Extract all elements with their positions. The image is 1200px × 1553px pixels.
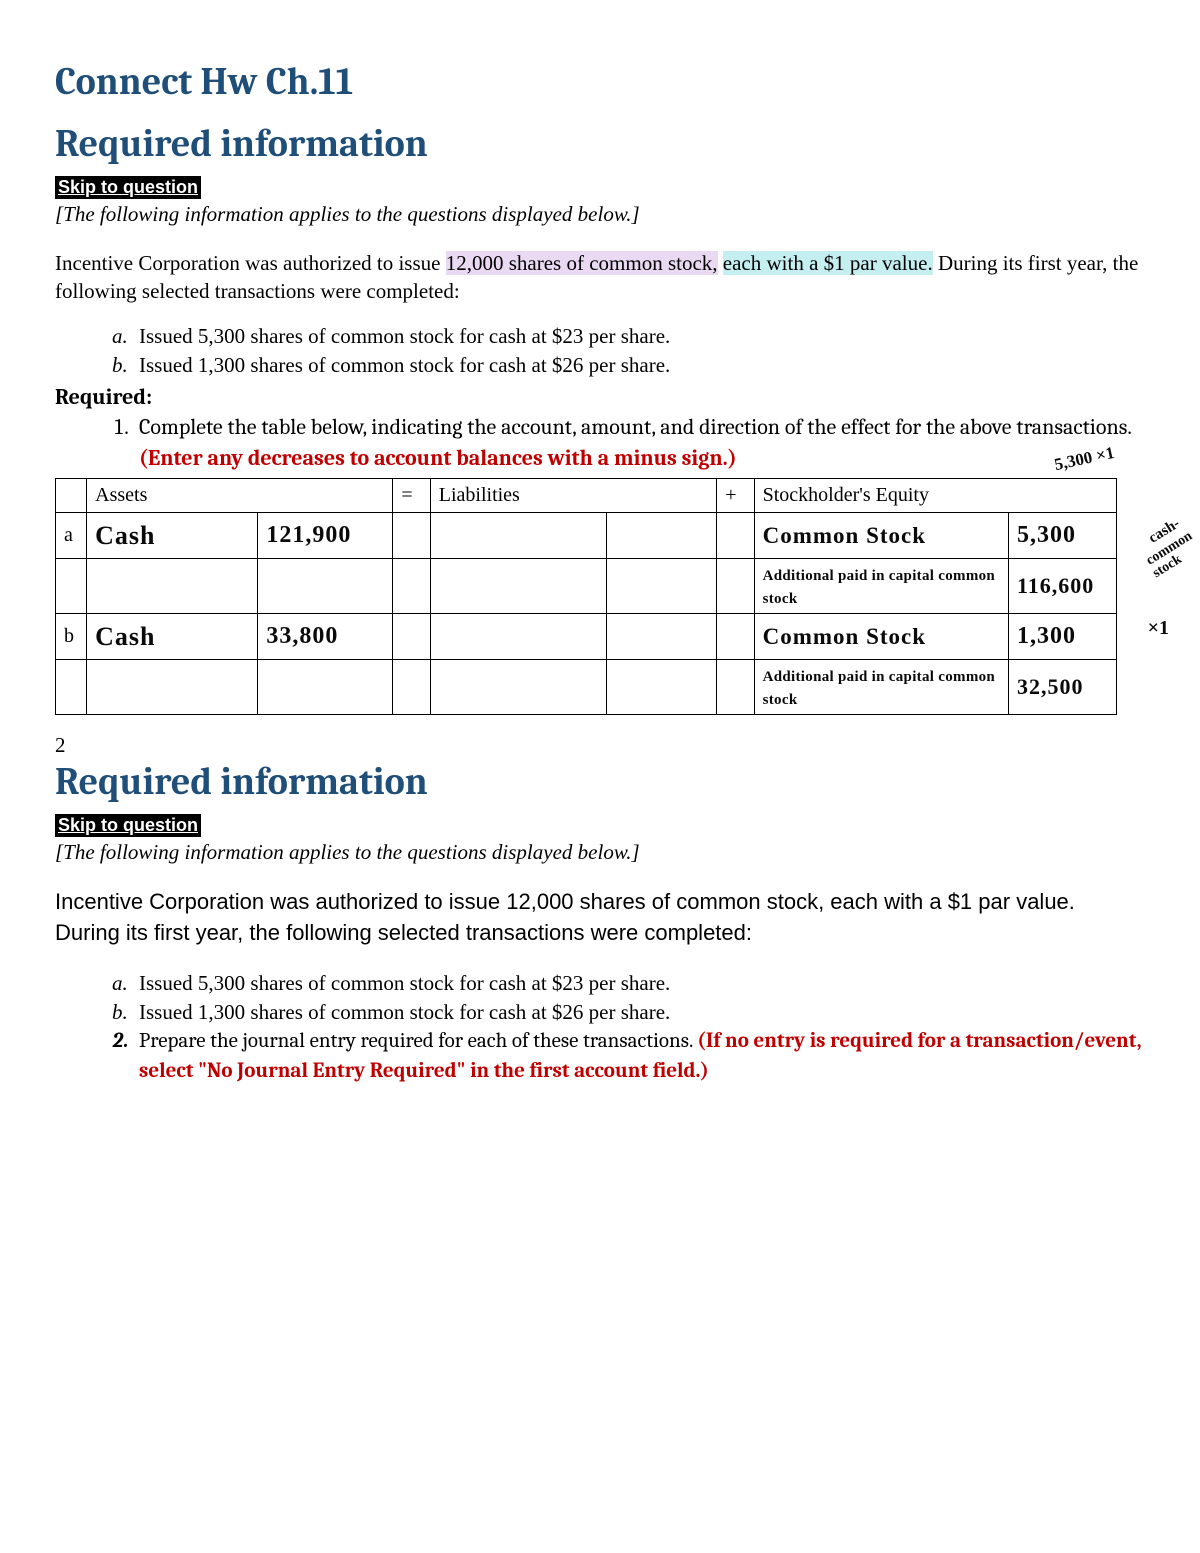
tx-b: Issued 1,300 shares of common stock for … <box>133 351 1145 380</box>
cell-se-acct: Common Stock <box>763 624 926 649</box>
q1-instruction-red: (Enter any decreases to account balances… <box>139 445 737 471</box>
cell-se-acct: Common Stock <box>763 523 926 548</box>
row-a-label: a <box>56 513 87 559</box>
tx-a: Issued 5,300 shares of common stock for … <box>133 322 1145 351</box>
tx-a-2: Issued 5,300 shares of common stock for … <box>133 969 1145 998</box>
cell-asset-amt: 33,800 <box>266 623 338 649</box>
cell-asset-acct: Cash <box>95 622 155 651</box>
hdr-liabilities: Liabilities <box>430 479 717 513</box>
table-row: Additional paid in capital common stock … <box>56 660 1117 715</box>
applies-note-1: [The following information applies to th… <box>55 202 1145 227</box>
q2-number: 2 <box>55 733 1145 758</box>
tx-b-2: Issued 1,300 shares of common stock for … <box>133 998 1145 1027</box>
section-heading-2: Required information <box>55 760 1145 804</box>
hdr-se: Stockholder's Equity <box>754 479 1116 513</box>
cell-se-acct: Additional paid in capital common stock <box>763 669 995 708</box>
cell-se-amt: 1,300 <box>1017 623 1076 649</box>
table-row: a Cash 121,900 Common Stock 5,300 <box>56 513 1117 559</box>
intro-paragraph-1: Incentive Corporation was authorized to … <box>55 249 1145 306</box>
row-b-label: b <box>56 614 87 660</box>
cell-se-amt: 32,500 <box>1017 674 1084 699</box>
transaction-list-2: Issued 5,300 shares of common stock for … <box>55 969 1145 1087</box>
equation-table-wrap: 5,300 ×1 cash- common stock ×1 Assets = … <box>55 478 1145 715</box>
page-title: Connect Hw Ch.11 <box>55 60 1145 104</box>
applies-note-2: [The following information applies to th… <box>55 840 1145 865</box>
transaction-list-1: Issued 5,300 shares of common stock for … <box>55 322 1145 381</box>
skip-to-question-link[interactable]: Skip to question <box>55 176 201 199</box>
highlight-par-value: each with a $1 par value. <box>723 251 933 275</box>
table-header-row: Assets = Liabilities + Stockholder's Equ… <box>56 479 1117 513</box>
annot-row-b: ×1 <box>1148 618 1169 638</box>
hdr-equals: = <box>393 479 430 513</box>
cell-se-amt: 5,300 <box>1017 522 1076 548</box>
highlight-shares: 12,000 shares of common stock, <box>446 251 718 275</box>
question-1-list: Complete the table below, indicating the… <box>55 412 1145 474</box>
question-1: Complete the table below, indicating the… <box>133 412 1145 474</box>
cell-se-amt: 116,600 <box>1017 573 1094 598</box>
cell-asset-amt: 121,900 <box>266 522 351 548</box>
cell-se-acct: Additional paid in capital common stock <box>763 568 995 607</box>
section-heading-1: Required information <box>55 122 1145 166</box>
hdr-plus: + <box>717 479 754 513</box>
table-row: Additional paid in capital common stock … <box>56 559 1117 614</box>
hdr-assets: Assets <box>87 479 393 513</box>
required-label: Required: <box>55 384 1145 410</box>
accounting-equation-table: Assets = Liabilities + Stockholder's Equ… <box>55 478 1117 715</box>
cell-asset-acct: Cash <box>95 521 155 550</box>
table-row: b Cash 33,800 Common Stock 1,300 <box>56 614 1117 660</box>
skip-to-question-link-2[interactable]: Skip to question <box>55 814 201 837</box>
question-2: Prepare the journal entry required for e… <box>133 1027 1145 1086</box>
intro-paragraph-2: Incentive Corporation was authorized to … <box>55 887 1145 949</box>
